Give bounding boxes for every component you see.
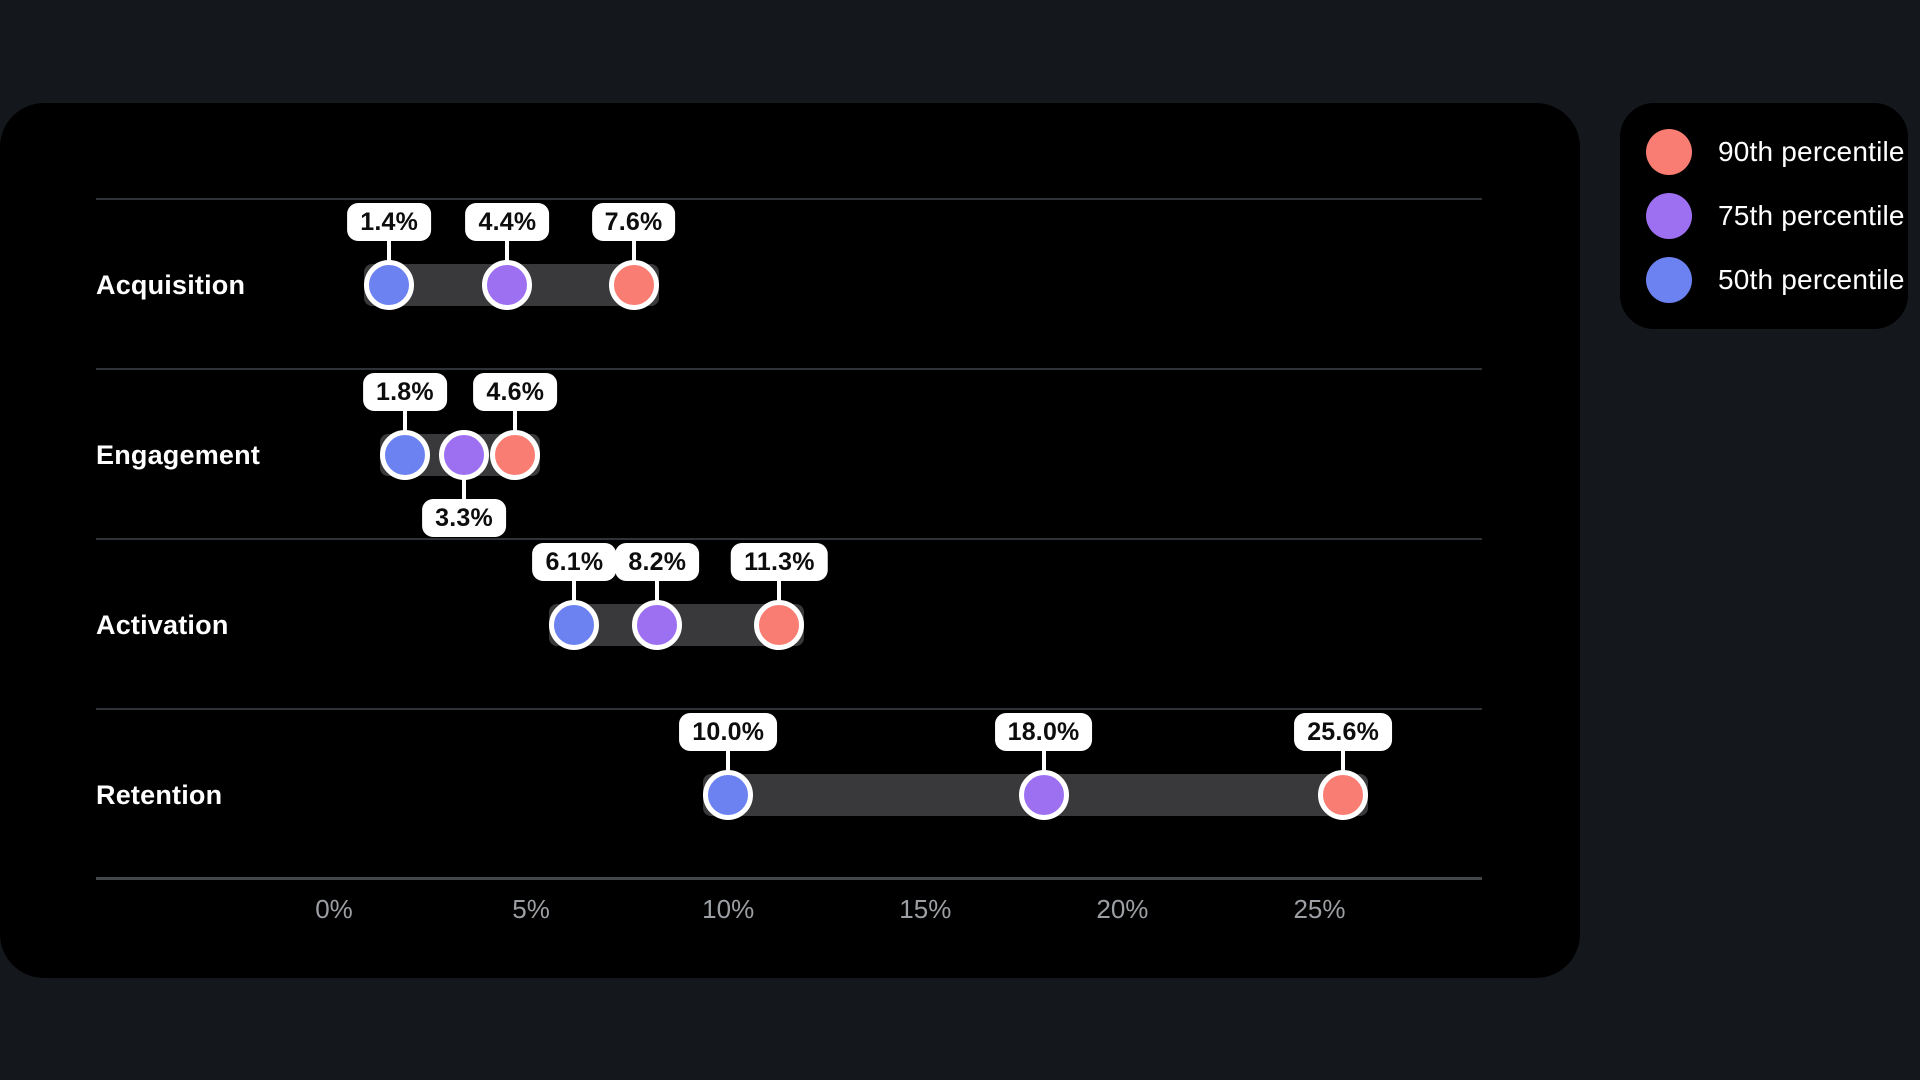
category-label-retention: Retention	[96, 780, 223, 810]
value-label-90th-percentile-engagement: 4.6%	[473, 373, 558, 411]
x-tick-25-: 25%	[1293, 894, 1346, 924]
value-label-75th-percentile-engagement: 3.3%	[422, 499, 506, 537]
value-label-90th-percentile-acquisition: 7.6%	[591, 203, 676, 241]
percentile-range-chart: Acquisition 1.4% 4.4% 7.6% Engagement 1.8% 3.3…	[0, 103, 1580, 978]
dot-75th-percentile-engagement[interactable]	[439, 430, 490, 480]
tooltip-stem	[572, 579, 577, 605]
legend: 90th percentile 75th percentile 50th per…	[1620, 103, 1908, 329]
value-label-75th-percentile-retention: 18.0%	[994, 713, 1093, 751]
dot-75th-percentile-activation[interactable]	[632, 600, 683, 650]
tooltip-stem	[462, 475, 467, 501]
chart-card: Acquisition 1.4% 4.4% 7.6% Engagement 1.8% 3.3…	[0, 103, 1580, 978]
dot-75th-percentile-acquisition[interactable]	[482, 260, 533, 310]
value-label-90th-percentile-activation: 11.3%	[731, 543, 828, 581]
legend-item-label: 75th percentile	[1718, 200, 1905, 231]
value-label-50th-percentile-engagement: 1.8%	[363, 373, 447, 411]
x-tick-15-: 15%	[899, 894, 952, 924]
legend-item-75th-percentile[interactable]: 75th percentile	[1646, 193, 1908, 239]
row-divider	[96, 708, 1482, 710]
value-label-75th-percentile-acquisition: 4.4%	[465, 203, 550, 241]
tooltip-stem	[726, 749, 731, 775]
tooltip-stem	[777, 579, 782, 605]
tooltip-stem	[655, 579, 660, 605]
x-axis-line	[96, 877, 1482, 880]
legend-item-50th-percentile[interactable]: 50th percentile	[1646, 257, 1908, 303]
tooltip-stem	[1041, 749, 1046, 775]
legend-item-90th-percentile[interactable]: 90th percentile	[1646, 129, 1908, 175]
tooltip-stem	[513, 409, 518, 435]
dot-90th-percentile-retention[interactable]	[1318, 770, 1369, 820]
value-label-50th-percentile-activation: 6.1%	[532, 543, 617, 581]
x-tick-5-: 5%	[512, 894, 550, 924]
category-label-acquisition: Acquisition	[96, 270, 246, 300]
tooltip-stem	[1341, 749, 1346, 775]
legend-swatch-75th-percentile	[1646, 193, 1692, 239]
row-divider	[96, 198, 1482, 200]
value-label-75th-percentile-activation: 8.2%	[615, 543, 700, 581]
dot-50th-percentile-engagement[interactable]	[379, 430, 430, 480]
legend-swatch-90th-percentile	[1646, 129, 1692, 175]
legend-item-label: 90th percentile	[1718, 136, 1905, 167]
dot-90th-percentile-activation[interactable]	[754, 600, 805, 650]
legend-item-label: 50th percentile	[1718, 264, 1905, 295]
value-label-50th-percentile-acquisition: 1.4%	[347, 203, 432, 241]
dot-50th-percentile-activation[interactable]	[549, 600, 600, 650]
tooltip-stem	[631, 239, 636, 265]
dot-90th-percentile-engagement[interactable]	[490, 430, 541, 480]
category-label-activation: Activation	[96, 610, 229, 640]
value-label-90th-percentile-retention: 25.6%	[1294, 713, 1393, 751]
dot-90th-percentile-acquisition[interactable]	[608, 260, 659, 310]
row-divider	[96, 368, 1482, 370]
dot-75th-percentile-retention[interactable]	[1018, 770, 1069, 820]
tooltip-stem	[402, 409, 407, 435]
legend-swatch-50th-percentile	[1646, 257, 1692, 303]
category-label-engagement: Engagement	[96, 440, 261, 470]
tooltip-stem	[387, 239, 392, 265]
dot-50th-percentile-acquisition[interactable]	[364, 260, 415, 310]
x-tick-20-: 20%	[1096, 894, 1149, 924]
value-label-50th-percentile-retention: 10.0%	[679, 713, 778, 751]
tooltip-stem	[505, 239, 510, 265]
x-tick-10-: 10%	[702, 894, 755, 924]
dot-50th-percentile-retention[interactable]	[703, 770, 754, 820]
x-tick-0-: 0%	[315, 894, 353, 924]
row-divider	[96, 538, 1482, 540]
